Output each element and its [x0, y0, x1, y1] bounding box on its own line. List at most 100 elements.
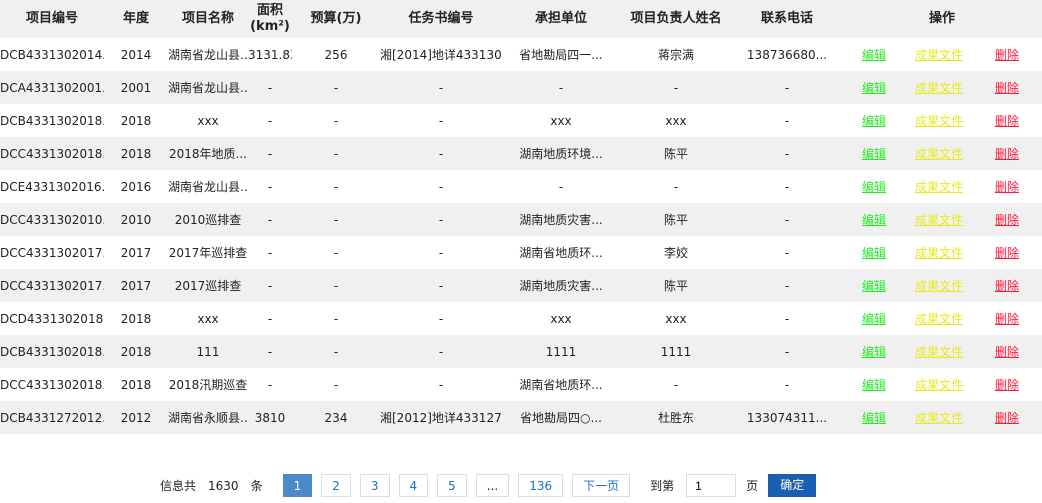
- total-count: 1630: [208, 478, 239, 493]
- edit-link[interactable]: 编辑: [861, 213, 886, 227]
- delete-link[interactable]: 删除: [994, 213, 1019, 227]
- next-page-button[interactable]: 下一页: [572, 474, 631, 497]
- edit-link[interactable]: 编辑: [861, 180, 886, 194]
- table-row: DCC4331302018... 2018 2018汛期巡查 - - - 湖南省地质环...…: [0, 368, 1042, 401]
- cell-action: 成果文件: [906, 302, 972, 335]
- delete-link[interactable]: 删除: [994, 147, 1019, 161]
- edit-link[interactable]: 编辑: [861, 246, 886, 260]
- cell-unit: 湖南省地质环...: [519, 246, 603, 260]
- cell-year: 2018: [120, 311, 152, 326]
- cell-action: 删除: [972, 368, 1042, 401]
- cell-name: 湖南省龙山县...: [168, 48, 248, 62]
- cell-action: 编辑: [842, 269, 906, 302]
- result-files-link[interactable]: 成果文件: [914, 114, 963, 128]
- page-button[interactable]: 136: [518, 474, 564, 497]
- cell-action: 编辑: [842, 203, 906, 236]
- result-files-link[interactable]: 成果文件: [914, 279, 963, 293]
- cell-action: 编辑: [842, 401, 906, 434]
- delete-link[interactable]: 删除: [994, 180, 1019, 194]
- cell-action: 编辑: [842, 335, 906, 368]
- cell-task: -: [438, 311, 444, 326]
- project-table: 项目编号 年度 项目名称 面积(km²) 预算(万) 任务书编号 承担单位 项目负责人姓名 联系…: [0, 0, 1042, 434]
- cell-name: 湖南省龙山县...: [168, 180, 248, 194]
- cell-unit: 湖南省地质环...: [519, 378, 603, 392]
- page-button[interactable]: 3: [359, 474, 390, 497]
- table-row: DCC4331302018... 2018 2018年地质... - - - 湖南地质环境.…: [0, 137, 1042, 170]
- delete-link[interactable]: 删除: [994, 378, 1019, 392]
- table-row: DCB4331302014... 2014 湖南省龙山县...3131.83 256 湘…: [0, 38, 1042, 71]
- edit-link[interactable]: 编辑: [861, 279, 886, 293]
- delete-link[interactable]: 删除: [994, 114, 1019, 128]
- cell-budget: -: [292, 137, 380, 170]
- result-files-link[interactable]: 成果文件: [914, 81, 963, 95]
- cell-area: -: [248, 335, 292, 368]
- cell-action: 删除: [972, 401, 1042, 434]
- cell-phone: -: [784, 113, 790, 128]
- cell-budget: -: [333, 179, 339, 194]
- delete-link[interactable]: 删除: [994, 48, 1019, 62]
- cell-budget: -: [292, 269, 380, 302]
- edit-link[interactable]: 编辑: [861, 81, 886, 95]
- page-button[interactable]: 4: [398, 474, 429, 497]
- cell-person: 陈平: [620, 269, 732, 302]
- result-files-link[interactable]: 成果文件: [914, 312, 963, 326]
- edit-link[interactable]: 编辑: [861, 147, 886, 161]
- cell-name: 2018汛期巡查: [168, 378, 248, 392]
- cell-action: 删除: [972, 203, 1042, 236]
- delete-link[interactable]: 删除: [994, 411, 1019, 425]
- cell-name: 2017年巡排查: [168, 246, 248, 260]
- cell-phone: -: [732, 71, 842, 104]
- result-files-link[interactable]: 成果文件: [914, 345, 963, 359]
- cell-person: -: [673, 377, 679, 392]
- result-files-link[interactable]: 成果文件: [914, 48, 963, 62]
- cell-action: 成果文件: [906, 137, 972, 170]
- cell-code: DCB4331302018...: [0, 335, 104, 368]
- cell-budget: 234: [292, 401, 380, 434]
- delete-link[interactable]: 删除: [994, 279, 1019, 293]
- cell-budget: -: [333, 245, 339, 260]
- delete-link[interactable]: 删除: [994, 312, 1019, 326]
- result-files-link[interactable]: 成果文件: [914, 246, 963, 260]
- page-button[interactable]: 2: [321, 474, 351, 497]
- cell-area: -: [248, 269, 292, 302]
- cell-budget: -: [333, 311, 339, 326]
- cell-year: 2018: [104, 335, 168, 368]
- edit-link[interactable]: 编辑: [861, 378, 886, 392]
- cell-task: -: [438, 245, 444, 260]
- cell-phone: -: [732, 137, 842, 170]
- delete-link[interactable]: 删除: [994, 81, 1019, 95]
- header-task: 任务书编号: [380, 0, 502, 38]
- result-files-link[interactable]: 成果文件: [914, 213, 963, 227]
- edit-link[interactable]: 编辑: [861, 312, 886, 326]
- edit-link[interactable]: 编辑: [861, 345, 886, 359]
- cell-unit: 省地勘局四○...: [502, 401, 620, 434]
- cell-code: DCC4331302017...: [0, 269, 104, 302]
- cell-action: 删除: [972, 302, 1042, 335]
- table-row: DCB4331302018... 2018 111- - -1111 1111- 编辑 成果文…: [0, 335, 1042, 368]
- page-button[interactable]: ...: [475, 474, 510, 497]
- cell-action: 删除: [972, 104, 1042, 137]
- header-year: 年度: [104, 0, 168, 38]
- confirm-button[interactable]: 确定: [768, 474, 817, 497]
- cell-task: 湘[2012]地详433127-24: [380, 401, 502, 434]
- page-button[interactable]: 1: [282, 474, 313, 497]
- result-files-link[interactable]: 成果文件: [914, 180, 963, 194]
- cell-person: 1111: [620, 335, 732, 368]
- cell-name: 2010巡排查: [168, 203, 248, 236]
- page-button[interactable]: 5: [437, 474, 467, 497]
- cell-action: 编辑: [842, 137, 906, 170]
- header-name: 项目名称: [168, 0, 248, 38]
- page-number-input[interactable]: [686, 474, 737, 497]
- goto-label: 到第: [650, 479, 675, 493]
- cell-area: 3131.83: [248, 47, 292, 62]
- result-files-link[interactable]: 成果文件: [914, 378, 963, 392]
- cell-year: 2010: [104, 203, 168, 236]
- cell-phone: -: [732, 203, 842, 236]
- edit-link[interactable]: 编辑: [861, 48, 886, 62]
- delete-link[interactable]: 删除: [994, 345, 1019, 359]
- edit-link[interactable]: 编辑: [861, 411, 886, 425]
- delete-link[interactable]: 删除: [994, 246, 1019, 260]
- result-files-link[interactable]: 成果文件: [914, 411, 963, 425]
- edit-link[interactable]: 编辑: [861, 114, 886, 128]
- result-files-link[interactable]: 成果文件: [914, 147, 963, 161]
